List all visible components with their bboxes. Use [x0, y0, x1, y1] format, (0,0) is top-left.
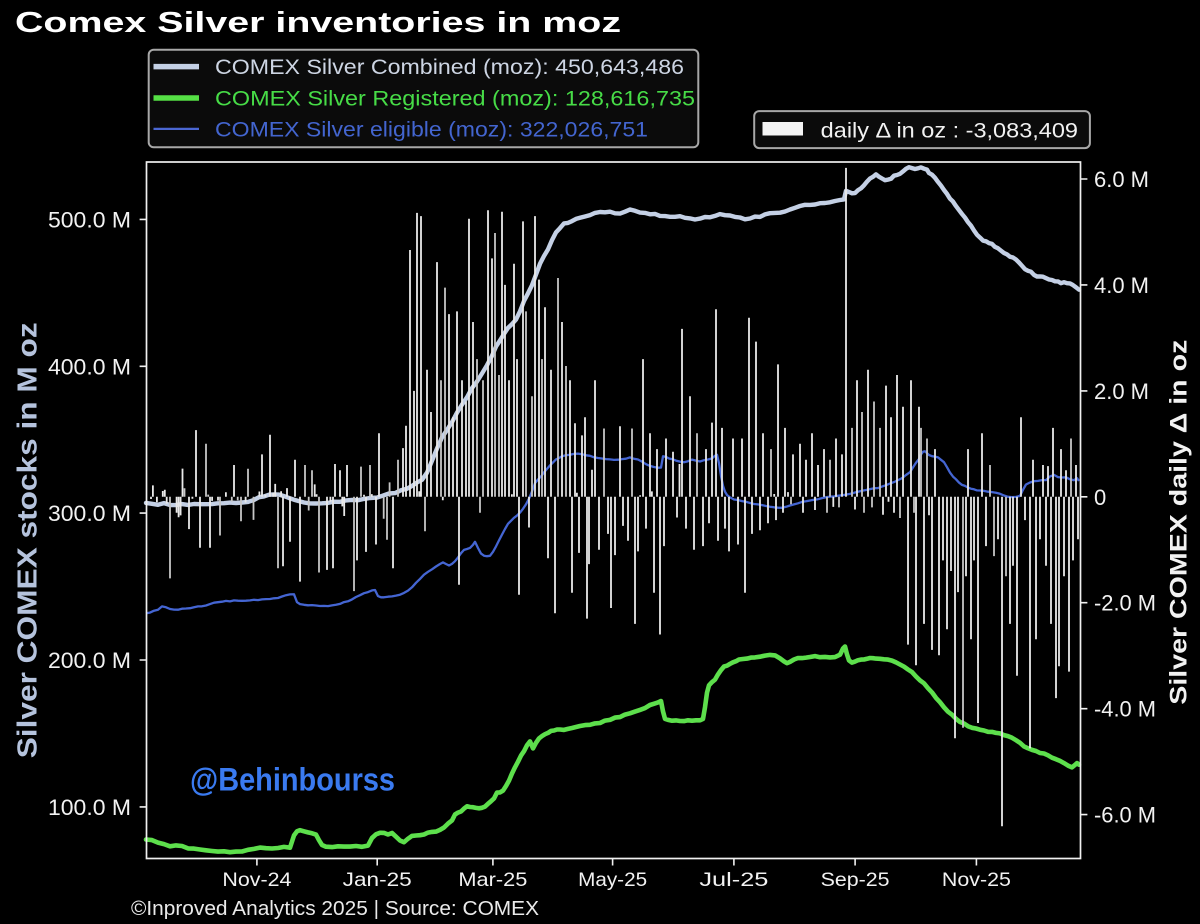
svg-text:Comex Silver inventories in mo: Comex Silver inventories in moz	[15, 7, 621, 39]
svg-text:0: 0	[1094, 485, 1106, 510]
svg-text:-2.0 M: -2.0 M	[1094, 591, 1156, 616]
svg-text:-4.0 M: -4.0 M	[1094, 697, 1156, 722]
svg-text:200.0 M: 200.0 M	[48, 648, 131, 673]
svg-text:daily Δ in oz : -3,083,409: daily Δ in oz : -3,083,409	[821, 119, 1078, 142]
svg-text:Silver COMEX daily Δ in oz: Silver COMEX daily Δ in oz	[1166, 340, 1193, 705]
svg-text:6.0 M: 6.0 M	[1094, 167, 1149, 192]
svg-text:@Behinbourss: @Behinbourss	[190, 762, 395, 798]
svg-text:May-25: May-25	[578, 869, 647, 891]
svg-text:2.0 M: 2.0 M	[1094, 379, 1149, 404]
svg-text:COMEX Silver Registered (moz):: COMEX Silver Registered (moz): 128,616,7…	[215, 87, 695, 110]
svg-text:Silver COMEX stocks in M oz: Silver COMEX stocks in M oz	[12, 322, 43, 758]
svg-text:100.0 M: 100.0 M	[48, 795, 131, 820]
svg-text:Mar-25: Mar-25	[458, 869, 527, 891]
svg-text:COMEX Silver Combined (moz): 4: COMEX Silver Combined (moz): 450,643,486	[215, 56, 684, 79]
svg-text:©Inproved Analytics 2025 | Sou: ©Inproved Analytics 2025 | Source: COMEX	[131, 898, 539, 920]
svg-text:COMEX Silver eligible (moz): 3: COMEX Silver eligible (moz): 322,026,751	[215, 118, 648, 141]
svg-text:4.0 M: 4.0 M	[1094, 273, 1149, 298]
svg-text:500.0 M: 500.0 M	[48, 207, 131, 232]
svg-text:Nov-25: Nov-25	[942, 869, 1011, 891]
svg-text:Nov-24: Nov-24	[222, 869, 291, 891]
svg-text:Jul-25: Jul-25	[699, 869, 768, 891]
svg-text:Jan-25: Jan-25	[343, 869, 412, 891]
svg-text:-6.0 M: -6.0 M	[1094, 803, 1156, 828]
svg-text:400.0 M: 400.0 M	[48, 354, 131, 379]
svg-text:Sep-25: Sep-25	[821, 869, 890, 891]
svg-text:300.0 M: 300.0 M	[48, 501, 131, 526]
